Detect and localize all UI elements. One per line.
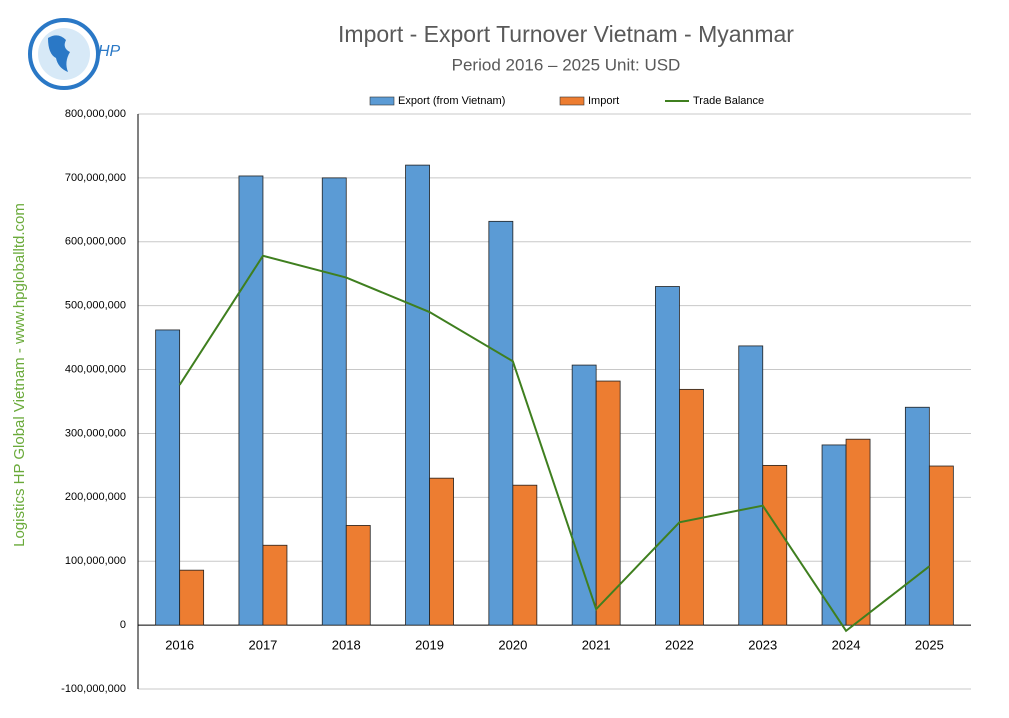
y-tick-label: -100,000,000 — [61, 683, 126, 695]
y-tick-label: 0 — [120, 619, 126, 631]
logo-globe — [28, 18, 100, 90]
bar — [179, 569, 205, 626]
y-tick-label: 800,000,000 — [65, 108, 126, 120]
x-tick-label: 2021 — [582, 638, 611, 653]
x-tick-label: 2022 — [665, 638, 694, 653]
bar — [571, 364, 597, 626]
bar — [904, 406, 930, 626]
y-tick-label: 100,000,000 — [65, 555, 126, 567]
legend-label: Export (from Vietnam) — [398, 95, 505, 107]
bar — [429, 477, 454, 626]
logo: HP — [28, 18, 121, 90]
bar — [238, 175, 264, 626]
x-tick-label: 2018 — [332, 638, 361, 653]
logo-land — [48, 35, 70, 72]
y-tick-label: 400,000,000 — [65, 363, 126, 375]
trade-balance-line — [178, 254, 930, 633]
x-tick-label: 2023 — [748, 638, 777, 653]
y-tick-label: 500,000,000 — [65, 300, 126, 312]
y-tick-label: 700,000,000 — [65, 172, 126, 184]
bar — [738, 345, 764, 626]
x-tick-label: 2016 — [165, 638, 194, 653]
bar — [262, 544, 288, 626]
bar — [679, 388, 704, 626]
y-tick-label: 600,000,000 — [65, 236, 126, 248]
legend-label: Import — [588, 95, 619, 107]
logo-text: HP — [98, 43, 121, 60]
bar — [405, 164, 430, 626]
x-tick-label: 2020 — [498, 638, 527, 653]
bar — [488, 220, 514, 626]
bar — [595, 380, 621, 626]
bar — [762, 464, 788, 626]
side-text: Logistics HP Global Vietnam - www.hpglob… — [11, 203, 28, 547]
x-tick-label: 2017 — [248, 638, 277, 653]
chart-title: Import - Export Turnover Vietnam - Myanm… — [338, 21, 794, 47]
y-tick-label: 200,000,000 — [65, 491, 126, 503]
legend-swatch — [369, 96, 395, 106]
x-tick-label: 2024 — [832, 638, 861, 653]
legend-label: Trade Balance — [693, 95, 764, 107]
bar — [321, 177, 347, 626]
bar — [512, 484, 538, 626]
x-tick-label: 2019 — [415, 638, 444, 653]
x-tick-label: 2025 — [915, 638, 944, 653]
bar — [928, 465, 954, 626]
y-tick-label: 300,000,000 — [65, 427, 126, 439]
bar — [345, 525, 371, 626]
bar — [845, 438, 871, 626]
legend-swatch — [559, 96, 585, 106]
bar — [821, 444, 847, 626]
bar — [155, 329, 181, 626]
bar — [655, 286, 680, 626]
chart-subtitle: Period 2016 – 2025 Unit: USD — [452, 55, 681, 74]
